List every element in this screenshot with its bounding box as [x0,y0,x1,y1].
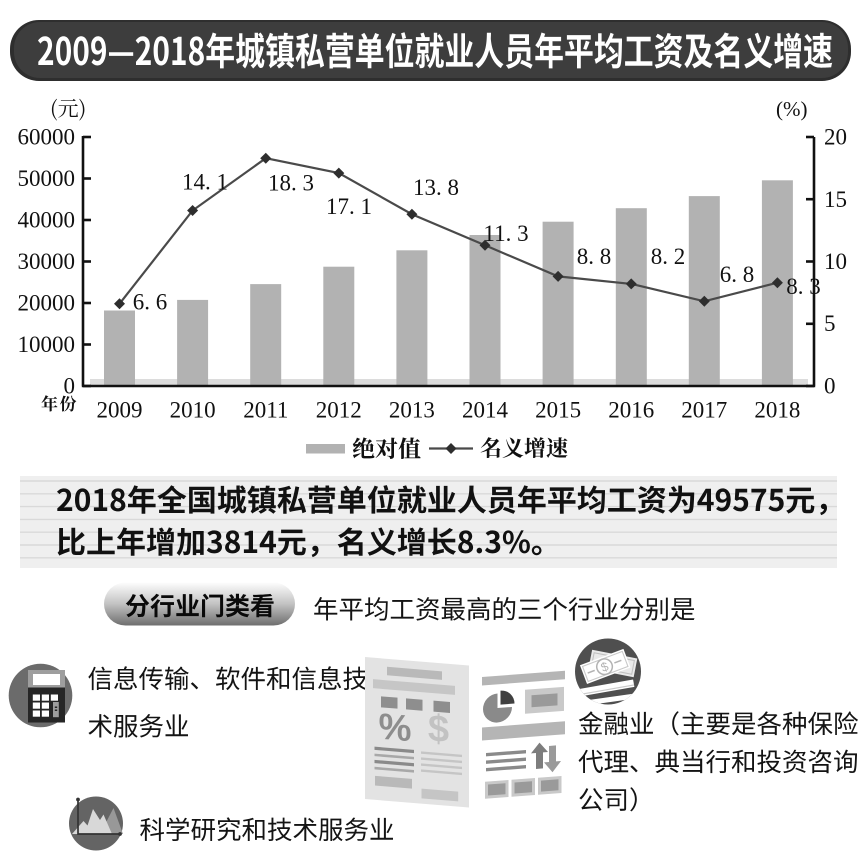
svg-text:6. 6: 6. 6 [133,290,168,315]
svg-text:2014: 2014 [462,398,509,423]
svg-text:(%): (%) [776,97,807,121]
svg-text:10: 10 [824,249,847,274]
svg-text:2017: 2017 [681,398,727,423]
svg-text:2010: 2010 [170,398,216,423]
svg-text:2012: 2012 [316,398,362,423]
svg-text:13. 8: 13. 8 [413,175,459,200]
svg-text:8. 3: 8. 3 [786,274,821,299]
svg-text:2015: 2015 [535,398,581,423]
svg-text:2009: 2009 [97,398,143,423]
svg-text:8. 8: 8. 8 [577,244,612,269]
svg-text:2011: 2011 [243,398,288,423]
svg-text:30000: 30000 [18,249,76,274]
svg-text:6. 8: 6. 8 [720,262,755,287]
svg-text:2016: 2016 [608,398,654,423]
svg-text:50000: 50000 [18,166,76,191]
svg-text:0: 0 [64,374,76,399]
svg-text:0: 0 [824,374,836,399]
svg-text:18. 3: 18. 3 [268,171,314,196]
svg-text:8. 2: 8. 2 [651,244,686,269]
svg-text:40000: 40000 [18,208,76,233]
svg-text:60000: 60000 [18,125,76,150]
svg-text:15: 15 [824,187,847,212]
svg-text:5: 5 [824,311,836,336]
svg-text:2013: 2013 [389,398,435,423]
svg-text:20000: 20000 [18,291,76,316]
svg-text:17. 1: 17. 1 [326,194,372,219]
svg-text:20: 20 [824,125,847,150]
svg-text:2018: 2018 [754,398,800,423]
svg-text:10000: 10000 [18,332,76,357]
svg-text:11. 3: 11. 3 [483,221,528,246]
svg-text:14. 1: 14. 1 [182,170,228,195]
